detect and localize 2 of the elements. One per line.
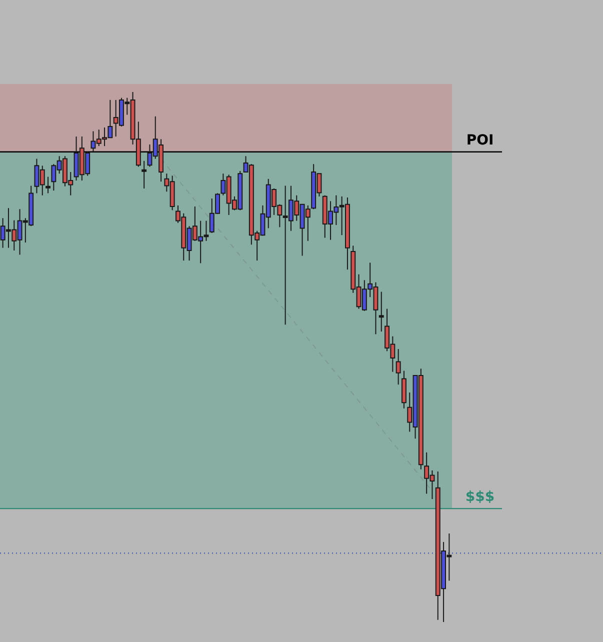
ref-line-label: POI: [466, 132, 494, 149]
ref-line-label: $$$: [465, 489, 495, 506]
